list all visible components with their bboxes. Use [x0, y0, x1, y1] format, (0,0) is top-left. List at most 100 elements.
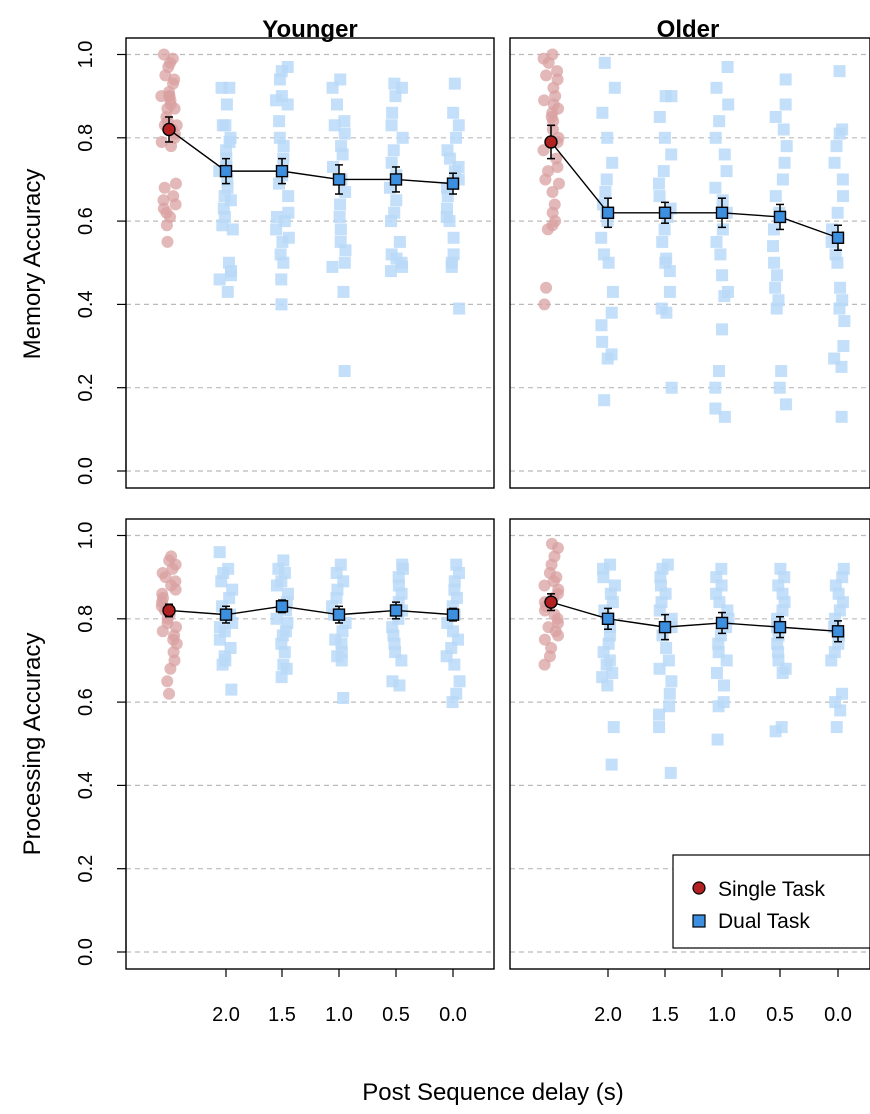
- y-tick-label: 1.0: [75, 522, 97, 550]
- legend-dual-label: Dual Task: [718, 910, 810, 933]
- single-point: [161, 235, 174, 248]
- dual-point: [224, 269, 237, 282]
- dual-point: [663, 700, 676, 713]
- dual-point: [838, 315, 851, 328]
- dual-point: [710, 666, 723, 679]
- dual-point: [653, 110, 666, 123]
- dual-point: [452, 119, 465, 132]
- single-point: [165, 140, 178, 153]
- x-tick-label: 1.5: [651, 1004, 679, 1026]
- dual-point: [665, 675, 678, 688]
- single-point: [157, 48, 170, 61]
- dual-mean-marker: [332, 608, 346, 621]
- legend-single-label: Single Task: [718, 878, 826, 901]
- dual-point: [226, 223, 239, 236]
- dual-point: [339, 244, 352, 257]
- dual-point: [767, 240, 780, 253]
- dual-point: [446, 696, 459, 709]
- dual-point: [598, 394, 611, 407]
- panel-plot-area: [510, 534, 870, 953]
- dual-point: [721, 60, 734, 73]
- dual-point: [216, 119, 229, 132]
- y-tick-label: 0.0: [75, 457, 97, 485]
- mean-line: [550, 141, 839, 239]
- dual-point: [339, 185, 352, 198]
- dual-mean-marker: [332, 173, 346, 186]
- dual-point: [602, 256, 615, 269]
- dual-point: [597, 571, 610, 584]
- dual-point: [338, 127, 351, 140]
- dual-point: [390, 194, 403, 207]
- dual-point: [769, 725, 782, 738]
- dual-point: [718, 290, 731, 303]
- dual-point: [830, 140, 843, 153]
- dual-point: [282, 190, 295, 203]
- single-point: [164, 662, 177, 675]
- y-axis-label-memory: Memory Accuracy: [19, 169, 46, 360]
- dual-point: [780, 140, 793, 153]
- dual-point: [447, 231, 460, 244]
- panel-frame: [125, 37, 495, 489]
- dual-point: [834, 281, 847, 294]
- dual-point: [660, 306, 673, 319]
- dual-mean-marker: [446, 608, 460, 621]
- dual-point: [333, 210, 346, 223]
- dual-point: [220, 98, 233, 111]
- x-axis-1: 2.0 1.5 1.0 0.5 0.0: [594, 969, 852, 1026]
- panel-frame: [509, 518, 870, 970]
- dual-point: [387, 144, 400, 157]
- column-title-younger: Younger: [262, 16, 358, 43]
- dual-point: [768, 223, 781, 236]
- dual-point: [396, 260, 409, 273]
- dual-point: [608, 81, 621, 94]
- x-tick-label: 0.5: [766, 1004, 794, 1026]
- dual-point: [330, 98, 343, 111]
- dual-point: [718, 410, 731, 423]
- dual-mean-marker: [658, 206, 672, 219]
- dual-point: [778, 156, 791, 169]
- dual-point: [710, 235, 723, 248]
- single-mean-marker: [544, 595, 558, 609]
- dual-point: [709, 181, 722, 194]
- dual-mean-marker: [773, 620, 787, 634]
- dual-point: [328, 119, 341, 132]
- dual-point: [831, 256, 844, 269]
- dual-mean-marker: [219, 164, 233, 178]
- dual-point: [395, 654, 408, 667]
- x-tick-label: 1.0: [708, 1004, 736, 1026]
- panel-plot-area: [510, 48, 870, 472]
- panel-plot-area: [126, 48, 494, 472]
- mean-line: [168, 128, 454, 185]
- single-point: [552, 629, 565, 642]
- dual-point: [775, 365, 788, 378]
- panel-0: [125, 37, 495, 489]
- single-point: [158, 181, 171, 194]
- dual-point: [663, 687, 676, 700]
- dual-point: [601, 131, 614, 144]
- dual-point: [270, 612, 283, 625]
- dual-point: [720, 165, 733, 178]
- dual-point: [779, 73, 792, 86]
- single-point: [160, 219, 173, 232]
- dual-point: [453, 675, 466, 688]
- single-point: [155, 135, 168, 148]
- panels-layer: [125, 37, 870, 970]
- x-axis-0: 2.0 1.5 1.0 0.5 0.0: [212, 969, 467, 1026]
- dual-point: [709, 381, 722, 394]
- dual-mean-marker: [715, 206, 729, 219]
- dual-point: [337, 691, 350, 704]
- dual-point: [833, 65, 846, 78]
- single-point: [540, 281, 553, 294]
- dual-point: [606, 156, 619, 169]
- x-tick-label: 1.0: [325, 1004, 353, 1026]
- panel-plot-area: [126, 534, 494, 953]
- dual-point: [720, 654, 733, 667]
- dual-point: [599, 185, 612, 198]
- dual-point: [270, 223, 283, 236]
- dual-point: [606, 285, 619, 298]
- panel-1: [509, 37, 870, 489]
- dual-point: [713, 365, 726, 378]
- y-axis-label-processing: Processing Accuracy: [19, 633, 46, 856]
- dual-point: [334, 223, 347, 236]
- dual-point: [448, 658, 461, 671]
